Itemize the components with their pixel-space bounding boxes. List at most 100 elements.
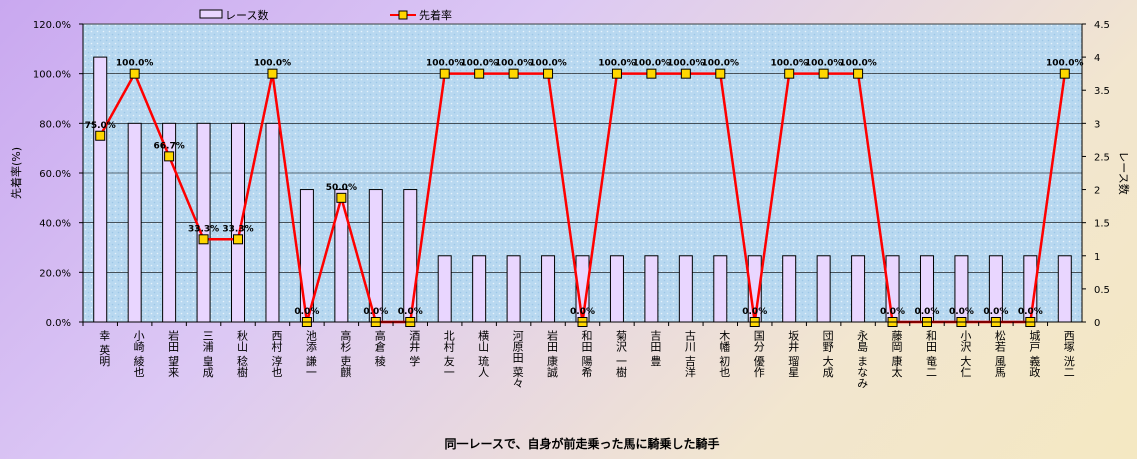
x-tick-label: 岩田 望来 — [167, 329, 180, 378]
line-marker — [336, 192, 347, 203]
x-tick-label: 吉田 豊 — [649, 330, 662, 367]
bar — [782, 255, 797, 323]
x-tick-label: 木幡 初也 — [718, 330, 731, 378]
y-left-tick-label: 80.0% — [39, 119, 71, 130]
line-marker — [715, 68, 726, 79]
data-label: 0.0% — [949, 307, 974, 317]
line-marker — [439, 68, 450, 79]
legend-line-marker — [398, 10, 408, 20]
line-marker — [164, 151, 175, 162]
bar — [816, 255, 831, 323]
bar — [644, 255, 659, 323]
x-tick-label: 北村 友一 — [442, 330, 455, 378]
data-label: 100.0% — [633, 59, 671, 69]
y-axis-right-title: レース数 — [1117, 151, 1130, 194]
line-marker — [267, 68, 278, 79]
data-label: 33.3% — [222, 224, 253, 234]
x-tick-label: 菊沢 一樹 — [614, 330, 627, 378]
data-label: 100.0% — [254, 59, 292, 69]
data-label: 100.0% — [598, 59, 636, 69]
data-label: 100.0% — [116, 59, 154, 69]
data-label: 0.0% — [1018, 307, 1043, 317]
x-tick-label: 高杉 吏麒 — [339, 329, 352, 378]
bar — [1057, 255, 1072, 323]
line-marker — [198, 234, 209, 245]
x-tick-label: 小崎 綾也 — [132, 330, 145, 378]
line-marker — [233, 234, 244, 245]
bar — [472, 255, 487, 323]
y-left-tick-label: 40.0% — [39, 219, 71, 230]
y-right-tick-label: 1.5 — [1094, 219, 1110, 230]
x-tick-label: 古川 吉洋 — [683, 330, 696, 378]
legend-bar-swatch — [199, 9, 223, 19]
x-tick-label: 西塚 洸二 — [1062, 330, 1075, 378]
bar — [334, 189, 349, 323]
data-label: 66.7% — [154, 141, 185, 151]
data-label: 0.0% — [742, 307, 767, 317]
bar — [437, 255, 452, 323]
bar — [851, 255, 866, 323]
data-label: 0.0% — [570, 307, 595, 317]
bar — [196, 122, 211, 323]
x-tick-label: 永島 まなみ — [856, 329, 869, 389]
y-right-tick-label: 4 — [1094, 53, 1100, 64]
data-label: 100.0% — [805, 59, 843, 69]
line-marker — [1059, 68, 1070, 79]
x-tick-label: 藤岡 康太 — [890, 330, 903, 378]
x-tick-label: 西村 淳也 — [270, 330, 283, 378]
bar — [678, 255, 693, 323]
x-axis-title: 同一レースで、自身が前走乗った馬に騎乗した騎手 — [445, 436, 720, 451]
y-right-tick-label: 3.5 — [1094, 86, 1110, 97]
data-label: 0.0% — [914, 307, 939, 317]
data-label: 100.0% — [495, 59, 533, 69]
y-left-tick-label: 20.0% — [39, 268, 71, 279]
data-label: 100.0% — [667, 59, 705, 69]
y-right-tick-label: 0.5 — [1094, 285, 1110, 296]
line-marker — [818, 68, 829, 79]
data-label: 100.0% — [426, 59, 464, 69]
x-tick-label: 横山 琉人 — [477, 329, 490, 378]
bar — [609, 255, 624, 323]
x-tick-label: 高倉 稜 — [373, 329, 386, 367]
legend-line-label: 先着率 — [419, 8, 452, 22]
y-left-tick-label: 0.0% — [46, 318, 71, 329]
bar — [93, 56, 108, 323]
bar — [713, 255, 728, 323]
line-marker — [543, 68, 554, 79]
x-tick-label: 松若 風馬 — [993, 329, 1006, 378]
data-label: 0.0% — [294, 307, 319, 317]
line-marker — [784, 68, 795, 79]
x-tick-label: 三浦 皇成 — [201, 330, 214, 378]
legend-bar-label: レース数 — [225, 9, 268, 22]
data-label: 100.0% — [1046, 59, 1084, 69]
bar — [541, 255, 556, 323]
data-label: 100.0% — [770, 59, 808, 69]
bar-series — [93, 56, 1072, 323]
data-label: 0.0% — [983, 307, 1008, 317]
data-label: 0.0% — [363, 307, 388, 317]
x-tick-label: 池添 謙一 — [304, 330, 317, 378]
y-left-tick-label: 120.0% — [33, 20, 71, 31]
y-left-tick-label: 100.0% — [33, 70, 71, 81]
data-label: 50.0% — [326, 183, 357, 193]
line-marker — [853, 68, 864, 79]
x-tick-label: 坂井 瑠星 — [787, 330, 800, 378]
x-tick-label: 和田 竜二 — [924, 330, 937, 378]
x-tick-label: 岩田 康誠 — [546, 329, 559, 378]
data-label: 100.0% — [702, 59, 740, 69]
x-tick-label: 小沢 大仁 — [959, 330, 972, 378]
axes: 0.0%20.0%40.0%60.0%80.0%100.0%120.0%00.5… — [33, 20, 1110, 389]
line-marker — [508, 68, 519, 79]
grid-lines — [83, 23, 1082, 273]
y-axis-left-title: 先着率(%) — [9, 147, 23, 199]
data-label: 100.0% — [460, 59, 498, 69]
x-tick-label: 秋山 稔樹 — [236, 329, 249, 378]
y-right-tick-label: 4.5 — [1094, 20, 1110, 31]
data-label: 33.3% — [188, 224, 219, 234]
line-marker — [680, 68, 691, 79]
line-marker — [95, 130, 106, 141]
bar — [506, 255, 521, 323]
y-right-tick-label: 2.5 — [1094, 152, 1110, 163]
